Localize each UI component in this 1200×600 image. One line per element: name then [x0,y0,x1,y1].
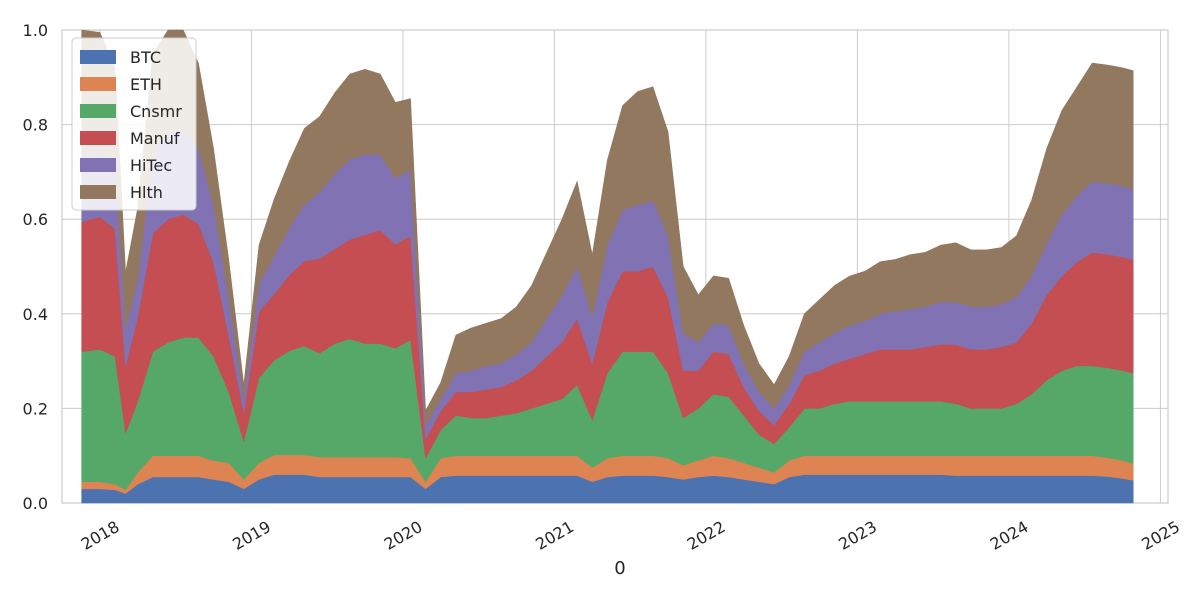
y-tick-label: 0.4 [23,305,48,324]
legend-swatch-eth [80,77,116,91]
legend-label-cnsmr: Cnsmr [130,102,182,121]
x-tick-label: 2023 [835,517,880,554]
legend-label-btc: BTC [130,48,161,67]
legend-swatch-manuf [80,131,116,145]
area-series-layer [81,29,1134,504]
legend-swatch-btc [80,50,116,64]
legend-swatch-hlth [80,185,116,199]
legend-swatch-hitec [80,158,116,172]
y-tick-label: 0.6 [23,210,48,229]
x-tick-label: 2018 [78,517,123,554]
y-axis-ticks: 0.0 0.2 0.4 0.6 0.8 1.0 [23,21,48,513]
x-tick-label: 2020 [381,517,426,554]
x-tick-label: 2019 [229,517,274,554]
legend: BTC ETH Cnsmr Manuf HiTec Hlth [71,37,197,211]
legend-label-manuf: Manuf [130,129,180,148]
x-tick-label: 2022 [684,517,729,554]
y-tick-label: 0.8 [23,116,48,135]
legend-label-hitec: HiTec [130,156,172,175]
x-tick-label: 2021 [532,517,577,554]
x-tick-label: 2024 [987,517,1032,554]
x-tick-label: 2025 [1138,517,1183,554]
x-axis-title: 0 [614,558,625,579]
legend-label-eth: ETH [130,75,162,94]
legend-label-hlth: Hlth [130,183,163,202]
x-axis-ticks: 2018 2019 2020 2021 2022 2023 2024 2025 [78,517,1183,554]
legend-swatch-cnsmr [80,104,116,118]
y-tick-label: 1.0 [23,21,48,40]
y-tick-label: 0.0 [23,494,48,513]
y-tick-label: 0.2 [23,399,48,418]
area-hlth [81,29,1134,427]
